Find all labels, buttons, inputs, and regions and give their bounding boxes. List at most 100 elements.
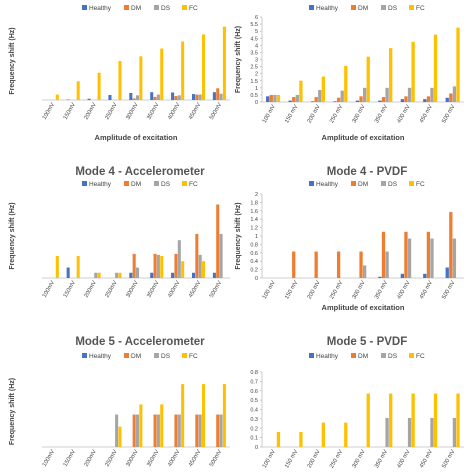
x-tick-label: 200mV [84, 449, 98, 468]
y-tick-label: 0 [255, 100, 258, 106]
bar-ds [136, 95, 140, 100]
bar-dm [449, 93, 453, 102]
y-tick-label: 0.1 [250, 436, 258, 442]
y-tick-label: 0.4 [250, 408, 258, 414]
y-tick-label: 2 [255, 192, 258, 198]
bar-dm [153, 96, 157, 100]
legend-label-dm: DM [131, 5, 141, 12]
legend-swatch-healthy [82, 181, 87, 186]
bar-fc [299, 80, 303, 102]
legend-swatch-dm [351, 181, 356, 186]
x-tick-label: 500 mV [441, 280, 456, 300]
legend-swatch-fc [182, 181, 187, 186]
bar-fc [181, 41, 185, 100]
bar-dm [153, 253, 157, 278]
bar-fc [76, 81, 80, 100]
bar-ds [156, 94, 160, 100]
legend-label-ds: DS [161, 353, 171, 360]
x-axis-label: Amplitude of excitation [322, 303, 405, 312]
y-axis-label: Frequency shift (Hz) [9, 378, 16, 445]
bar-fc [411, 41, 415, 102]
bar-ds [156, 414, 160, 447]
y-tick-label: 1 [255, 234, 258, 240]
bar-fc [321, 422, 325, 447]
bar-fc [139, 56, 143, 100]
bar-fc [160, 48, 164, 100]
bar-ds [198, 414, 202, 447]
y-tick-label: 3.5 [250, 50, 258, 56]
x-tick-label: 100mV [42, 102, 56, 121]
legend-label-fc: FC [416, 5, 425, 12]
legend-swatch-dm [351, 353, 356, 358]
bar-ds [115, 272, 119, 278]
legend-swatch-fc [182, 5, 187, 10]
bar-ds [198, 94, 202, 100]
bar-healthy [355, 100, 360, 102]
bar-dm [359, 251, 363, 278]
bar-fc [202, 384, 206, 447]
bar-fc [55, 94, 59, 100]
bar-ds [363, 265, 367, 278]
bar-fc [321, 76, 325, 102]
bar-fc [411, 393, 415, 447]
y-tick-label: 0.2 [250, 268, 258, 274]
bar-healthy [266, 96, 270, 102]
bar-dm [292, 97, 296, 102]
bar-healthy [423, 99, 427, 102]
bar-healthy [333, 101, 337, 102]
bar-dm [216, 88, 220, 100]
bar-ds [295, 94, 299, 102]
legend-label-healthy: Healthy [316, 353, 339, 360]
legend-swatch-ds [154, 353, 159, 358]
bar-healthy [171, 92, 175, 100]
legend-swatch-fc [182, 353, 187, 358]
y-axis-label: Frequency shift (Hz) [9, 202, 16, 269]
legend-swatch-dm [124, 181, 129, 186]
bar-healthy [129, 92, 133, 100]
bar-dm [359, 96, 363, 102]
bar-ds [430, 238, 434, 278]
y-tick-label: 0 [255, 276, 258, 282]
x-tick-label: 250 mV [329, 449, 344, 469]
legend-swatch-healthy [309, 181, 314, 186]
legend-label-fc: FC [189, 5, 198, 12]
legend-swatch-ds [381, 353, 386, 358]
bar-fc [118, 426, 122, 447]
bar-dm [426, 96, 431, 102]
legend-label-healthy: Healthy [89, 181, 112, 188]
x-tick-label: 300mV [125, 449, 139, 468]
bar-ds [273, 94, 277, 102]
bar-dm [381, 231, 386, 278]
x-tick-label: 450 mV [419, 280, 434, 300]
bar-healthy [150, 92, 154, 100]
y-tick-label: 4.5 [250, 36, 258, 42]
bar-healthy [66, 267, 70, 278]
bar-ds [177, 240, 181, 278]
y-tick-label: 1.2 [250, 226, 258, 232]
x-tick-label: 300 mV [352, 104, 367, 124]
bar-fc [433, 393, 438, 447]
x-tick-label: 350mV [146, 102, 160, 121]
y-tick-label: 1.6 [250, 209, 258, 215]
bar-healthy [108, 95, 112, 100]
bar-fc [160, 404, 164, 447]
bar-ds [452, 417, 457, 447]
legend-swatch-ds [381, 181, 386, 186]
y-tick-label: 0 [255, 445, 258, 451]
chart-panel-4: Mode 4 - PVDF Healthy DM DS FC Frequency shif… [235, 166, 464, 312]
legend-swatch-fc [409, 181, 414, 186]
chart-panel-1: Healthy DM DS FC Frequency shift (Hz) 100mV 15… [9, 5, 230, 142]
chart-panel-3: Mode 4 - Accelerometer Healthy DM DS FC Frequ… [9, 166, 230, 299]
legend-swatch-dm [124, 5, 129, 10]
bar-fc [276, 94, 281, 102]
y-tick-label: 0.3 [250, 417, 258, 423]
bar-dm [336, 251, 341, 278]
bar-ds [198, 254, 202, 278]
x-tick-label: 500mV [209, 449, 223, 468]
x-tick-label: 300 mV [352, 449, 367, 469]
bar-fc [344, 422, 348, 447]
x-tick-label: 150mV [63, 280, 77, 299]
x-tick-label: 200mV [84, 280, 98, 299]
y-tick-label: 2 [255, 72, 258, 78]
bar-healthy [150, 272, 154, 278]
